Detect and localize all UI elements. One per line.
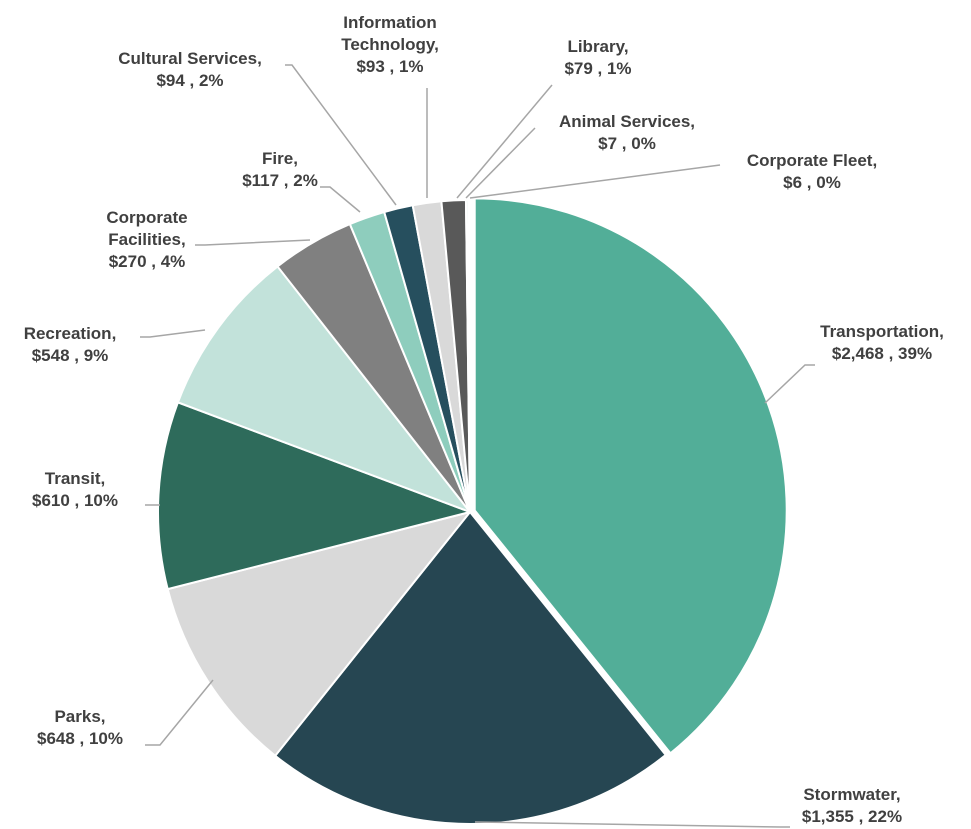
- category-label: Transportation,: [820, 322, 944, 341]
- slice-label: Information Technology, $93 , 1%: [325, 12, 455, 78]
- value-label: $94 , 2%: [156, 71, 224, 90]
- slice-label: Parks, $648 , 10%: [10, 706, 150, 750]
- value-label: $270 , 4%: [108, 252, 186, 271]
- slice-label: Stormwater, $1,355 , 22%: [777, 784, 927, 828]
- value-label: $1,355 , 22%: [801, 807, 903, 826]
- leader-line: [285, 64, 397, 206]
- leader-line: [456, 84, 553, 199]
- pie-slice: [467, 198, 471, 513]
- pie-slice: [166, 510, 473, 758]
- slice-label: Library, $79 , 1%: [538, 36, 658, 80]
- slice-label: Corporate Facilities, $270 , 4%: [87, 207, 207, 273]
- slice-label: Cultural Services, $94 , 2%: [90, 48, 290, 92]
- leader-line: [465, 127, 536, 199]
- category-label: Parks,: [54, 707, 106, 726]
- category-label: Information Technology,: [341, 13, 439, 54]
- category-label: Cultural Services,: [118, 49, 262, 68]
- category-label: Animal Services,: [558, 112, 696, 131]
- value-label: $7 , 0%: [598, 134, 656, 153]
- value-label: $93 , 1%: [356, 57, 424, 76]
- category-label: Transit,: [44, 469, 106, 488]
- leader-line: [474, 821, 790, 828]
- value-label: $548 , 9%: [31, 346, 109, 365]
- value-label: $6 , 0%: [783, 173, 841, 192]
- leader-line: [140, 329, 206, 338]
- leader-line: [764, 364, 815, 404]
- category-label: Fire,: [262, 149, 298, 168]
- category-label: Corporate Facilities,: [106, 208, 188, 249]
- category-label: Library,: [567, 37, 629, 56]
- leader-line: [469, 164, 721, 199]
- category-label: Recreation,: [23, 324, 117, 343]
- pie-slice: [176, 265, 473, 515]
- pie-slice: [157, 401, 474, 591]
- slice-label: Transit, $610 , 10%: [5, 468, 145, 512]
- slice-label: Transportation, $2,468 , 39%: [797, 321, 967, 365]
- pie-slice: [473, 197, 788, 755]
- value-label: $648 , 10%: [36, 729, 123, 748]
- slice-label: Animal Services, $7 , 0%: [527, 111, 727, 155]
- pie-slice: [273, 510, 668, 825]
- leader-line: [195, 239, 311, 246]
- value-label: $79 , 1%: [564, 59, 632, 78]
- value-label: $117 , 2%: [242, 171, 318, 190]
- slice-label: Fire, $117 , 2%: [215, 148, 345, 192]
- value-label: $2,468 , 39%: [831, 344, 933, 363]
- leader-line: [145, 679, 214, 746]
- category-label: Stormwater,: [803, 785, 901, 804]
- value-label: $610 , 10%: [31, 491, 118, 510]
- category-label: Corporate Fleet,: [746, 151, 878, 170]
- slice-label: Recreation, $548 , 9%: [0, 323, 140, 367]
- leader-line: [320, 186, 361, 213]
- slice-label: Corporate Fleet, $6 , 0%: [712, 150, 912, 194]
